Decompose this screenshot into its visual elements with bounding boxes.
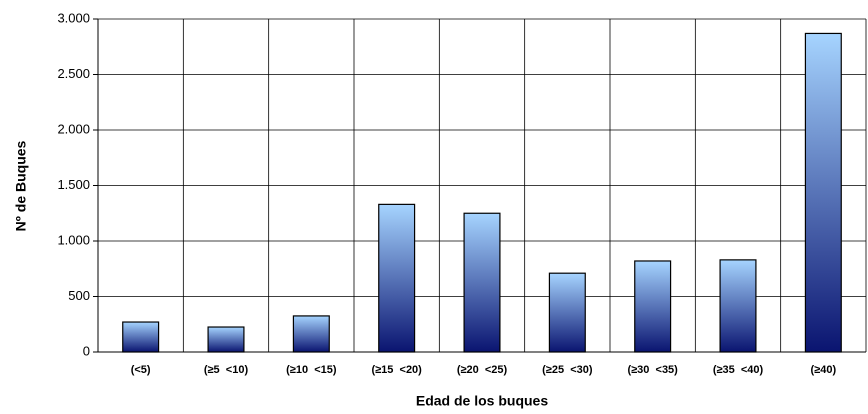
bar — [463, 212, 501, 353]
x-axis-title: Edad de los buques — [416, 393, 548, 409]
bar — [292, 315, 330, 353]
x-tick-label: (≥35 <40) — [713, 364, 764, 376]
y-tick-label: 3.000 — [57, 10, 90, 25]
x-tick-label: (≥15 <20) — [371, 364, 422, 376]
y-tick-label: 1.500 — [57, 177, 90, 192]
x-tick-label: (≥5 <10) — [204, 364, 249, 376]
bar — [804, 32, 842, 353]
y-tick-label: 500 — [68, 288, 90, 303]
x-tick-label: (≥40) — [811, 364, 837, 376]
y-tick-label: 2.500 — [57, 66, 90, 81]
bar — [122, 321, 160, 353]
bar — [548, 272, 586, 353]
y-axis-title: Nº de Buques — [13, 140, 29, 231]
bar — [207, 326, 245, 353]
x-tick-label: (≥10 <15) — [286, 364, 337, 376]
y-tick-label: 2.000 — [57, 121, 90, 136]
x-tick-label: (<5) — [131, 364, 151, 376]
x-tick-label: (≥25 <30) — [542, 364, 593, 376]
x-tick-label: (≥20 <25) — [457, 364, 508, 376]
bar — [378, 203, 416, 353]
y-tick-label: 1.000 — [57, 232, 90, 247]
bar — [634, 260, 672, 353]
bar — [719, 259, 757, 353]
x-tick-label: (≥30 <35) — [627, 364, 678, 376]
y-tick-label: 0 — [83, 343, 90, 358]
